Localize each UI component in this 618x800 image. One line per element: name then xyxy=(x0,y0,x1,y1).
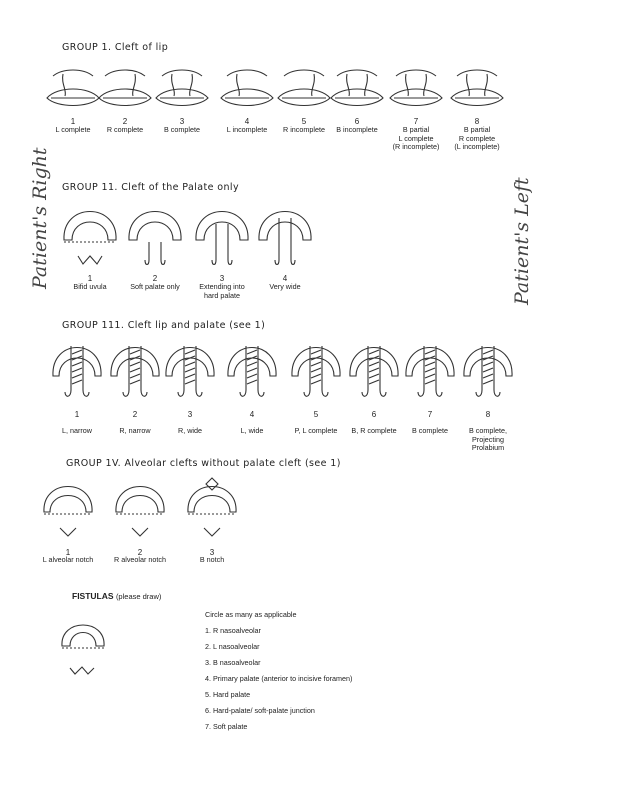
group4-num-3: 3 xyxy=(209,548,215,557)
group4-label-1: L alveolar notch xyxy=(42,555,94,564)
lip-diagram-3[interactable] xyxy=(152,62,212,112)
group4-num-2: 2 xyxy=(137,548,143,557)
group4-label-3: B notch xyxy=(199,555,225,564)
group2-label-4: Very wide xyxy=(269,282,301,291)
group1-num-2: 2 xyxy=(122,117,128,126)
cleft-lip-palate-diagram-8[interactable] xyxy=(460,332,516,412)
patient-right-label: Patient's Right xyxy=(29,147,51,289)
palate-diagram-2[interactable] xyxy=(125,198,185,273)
group1-label-3: B complete xyxy=(164,125,200,134)
group1-num-5: 5 xyxy=(301,117,307,126)
cleft-lip-palate-diagram-7[interactable] xyxy=(402,332,458,412)
group4-num-1: 1 xyxy=(65,548,71,557)
lip-diagram-6[interactable] xyxy=(327,62,387,112)
group1-label-6: B incomplete xyxy=(336,125,378,134)
palate-diagram-3[interactable] xyxy=(192,198,252,273)
group3-num-4: 4 xyxy=(249,410,255,419)
group1-label-7: B partial L complete (R incomplete) xyxy=(392,125,440,152)
fistula-option-2[interactable]: 2. L nasoalveolar xyxy=(205,642,260,651)
group2-label-2: Soft palate only xyxy=(130,282,180,291)
group3-label-1: L, narrow xyxy=(62,426,92,435)
group1-num-8: 8 xyxy=(474,117,480,126)
group3-label-3: R, wide xyxy=(178,426,202,435)
group3-label-6: B, R complete xyxy=(351,426,397,435)
lip-diagram-4[interactable] xyxy=(217,62,277,112)
group1-label-4: L incomplete xyxy=(226,125,268,134)
fistula-option-4[interactable]: 4. Primary palate (anterior to incisive … xyxy=(205,674,353,683)
fistulas-heading: FISTULAS (please draw) xyxy=(72,591,161,601)
fistulas-title: FISTULAS xyxy=(72,591,114,601)
cleft-lip-palate-diagram-2[interactable] xyxy=(107,332,163,412)
group3-num-1: 1 xyxy=(74,410,80,419)
cleft-lip-palate-diagram-6[interactable] xyxy=(346,332,402,412)
fistula-option-1[interactable]: 1. R nasoalveolar xyxy=(205,626,261,635)
fistula-option-3[interactable]: 3. B nasoalveolar xyxy=(205,658,261,667)
lip-diagram-2[interactable] xyxy=(95,62,155,112)
lip-diagram-8[interactable] xyxy=(447,62,507,112)
group2-label-1: Bifid uvula xyxy=(73,282,107,291)
fistula-option-6[interactable]: 6. Hard-palate/ soft-palate junction xyxy=(205,706,315,715)
group2-num-2: 2 xyxy=(152,274,158,283)
lip-diagram-5[interactable] xyxy=(274,62,334,112)
group1-num-7: 7 xyxy=(413,117,419,126)
group3-num-5: 5 xyxy=(313,410,319,419)
lip-diagram-1[interactable] xyxy=(43,62,103,112)
group3-num-8: 8 xyxy=(485,410,491,419)
group1-num-3: 3 xyxy=(179,117,185,126)
group1-num-6: 6 xyxy=(354,117,360,126)
fistula-option-7[interactable]: 7. Soft palate xyxy=(205,722,248,731)
group3-label-7: B complete xyxy=(412,426,448,435)
group3-label-8: B complete, Projecting Prolabium xyxy=(469,426,507,453)
group3-num-2: 2 xyxy=(132,410,138,419)
group3-num-3: 3 xyxy=(187,410,193,419)
group1-num-4: 4 xyxy=(244,117,250,126)
fistulas-instruction: Circle as many as applicable xyxy=(205,610,297,619)
group3-title: GROUP 111. Cleft lip and palate (see 1) xyxy=(62,320,266,331)
group4-label-2: R alveolar notch xyxy=(114,555,166,564)
group1-label-8: B partial R complete (L incomplete) xyxy=(454,125,500,152)
cleft-lip-palate-diagram-5[interactable] xyxy=(288,332,344,412)
fistula-option-5[interactable]: 5. Hard palate xyxy=(205,690,251,699)
fistulas-subtitle: (please draw) xyxy=(115,592,162,601)
group2-num-3: 3 xyxy=(219,274,225,283)
group2-title: GROUP 11. Cleft of the Palate only xyxy=(62,182,239,193)
group1-num-1: 1 xyxy=(70,117,76,126)
group3-label-4: L, wide xyxy=(240,426,264,435)
fistula-drawing-palate[interactable] xyxy=(56,610,112,680)
cleft-lip-palate-diagram-3[interactable] xyxy=(162,332,218,412)
palate-diagram-1[interactable] xyxy=(60,198,120,273)
palate-diagram-4[interactable] xyxy=(255,198,315,273)
group3-num-6: 6 xyxy=(371,410,377,419)
group4-title: GROUP 1V. Alveolar clefts without palate… xyxy=(66,458,341,469)
cleft-lip-palate-diagram-4[interactable] xyxy=(224,332,280,412)
group1-label-5: R incomplete xyxy=(283,125,325,134)
alveolar-notch-diagram-2[interactable] xyxy=(112,472,168,544)
patient-left-label: Patient's Left xyxy=(511,177,533,305)
group2-label-3: Extending into hard palate xyxy=(199,282,245,300)
group3-num-7: 7 xyxy=(427,410,433,419)
alveolar-notch-diagram-1[interactable] xyxy=(40,472,96,544)
group2-num-4: 4 xyxy=(282,274,288,283)
cleft-lip-palate-diagram-1[interactable] xyxy=(49,332,105,412)
group1-title: GROUP 1. Cleft of lip xyxy=(62,42,169,53)
group1-label-2: R complete xyxy=(106,125,144,134)
alveolar-notch-diagram-3[interactable] xyxy=(184,472,240,544)
group3-label-2: R, narrow xyxy=(119,426,151,435)
group2-num-1: 1 xyxy=(87,274,93,283)
lip-diagram-7[interactable] xyxy=(386,62,446,112)
group1-label-1: L complete xyxy=(55,125,91,134)
group3-label-5: P, L complete xyxy=(294,426,338,435)
